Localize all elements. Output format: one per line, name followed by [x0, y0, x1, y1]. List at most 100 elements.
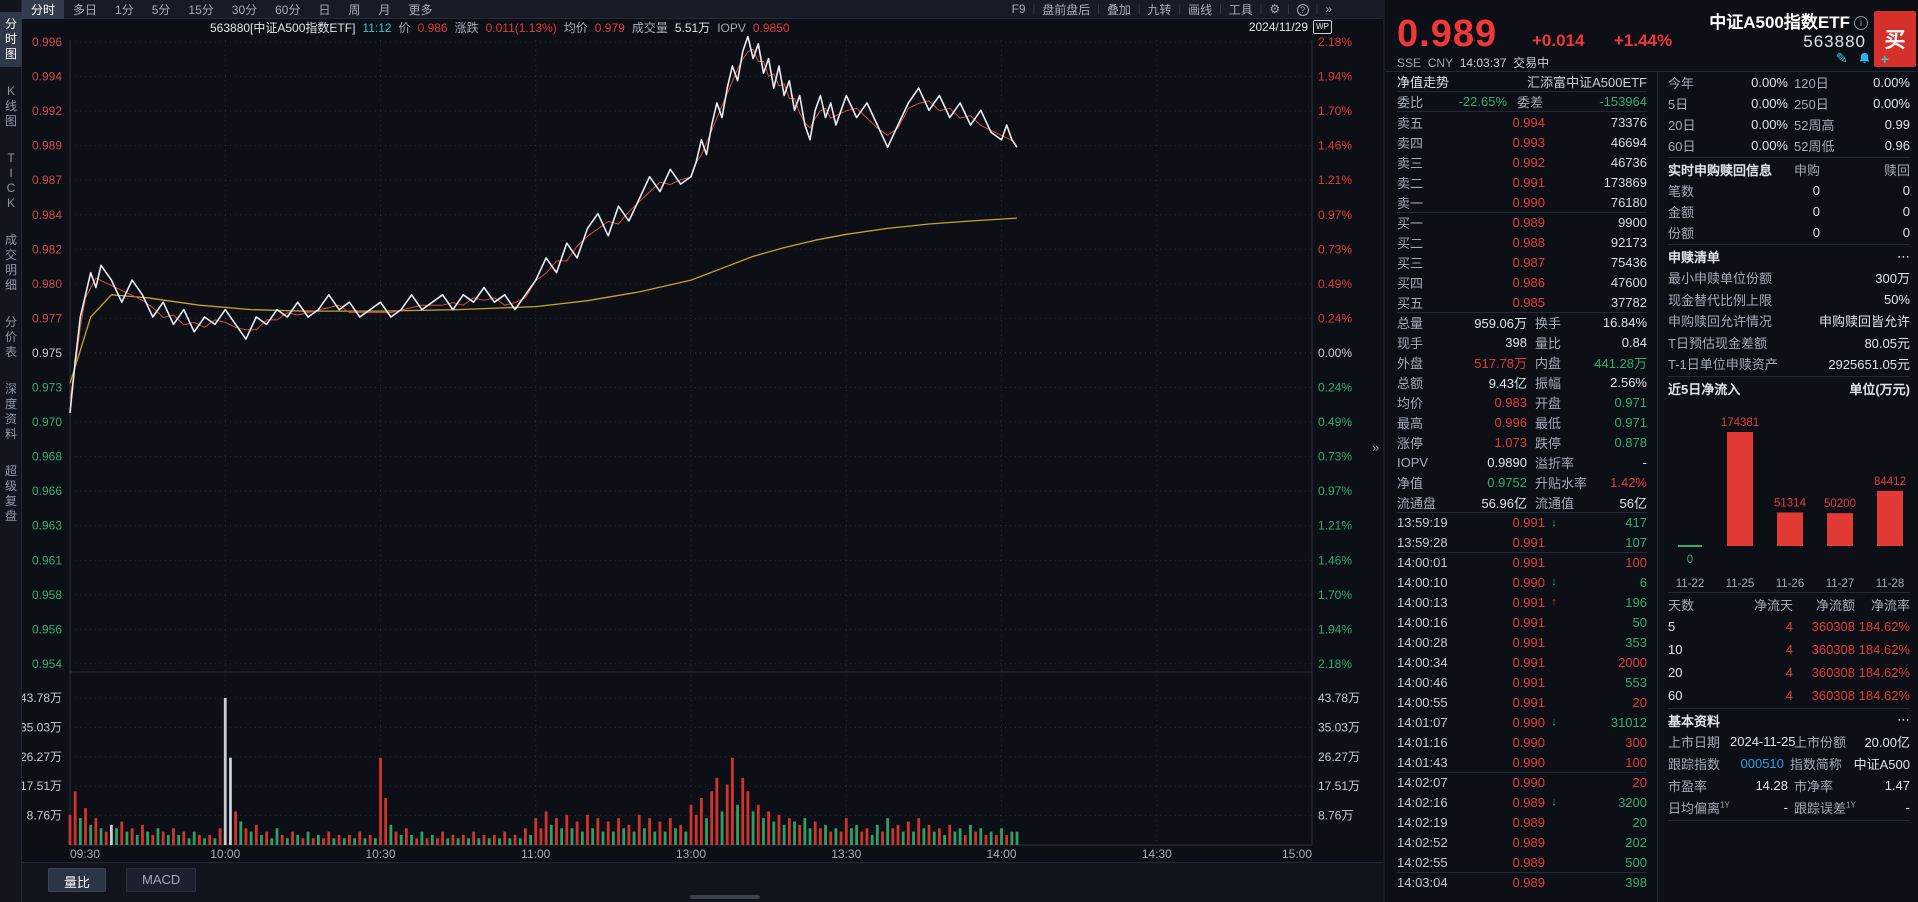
- volume-bar: [963, 834, 967, 845]
- tick-row[interactable]: 14:00:34 0.991 2000: [1397, 652, 1647, 672]
- return-period-row: 5日 0.00% 250日 0.00%: [1668, 93, 1910, 114]
- order-book-row[interactable]: 买四 0.986 47600: [1397, 272, 1647, 292]
- flow-net-rate: 184.62%: [1858, 641, 1910, 657]
- order-book-row[interactable]: 买三 0.987 75436: [1397, 252, 1647, 272]
- more-icon: ⋯: [1897, 248, 1910, 264]
- book-volume: 92173: [1610, 234, 1647, 250]
- basic-header[interactable]: 基本资料 ⋯: [1668, 710, 1910, 731]
- order-book-row[interactable]: 买一 0.989 9900: [1397, 212, 1647, 232]
- tick-row[interactable]: 14:01:07 0.990 ↓ 31012: [1397, 712, 1647, 732]
- tick-row[interactable]: 14:02:52 0.989 202: [1397, 832, 1647, 852]
- info-icon[interactable]: i: [1854, 16, 1868, 30]
- tick-row[interactable]: 14:00:10 0.990 ↓ 6: [1397, 572, 1647, 592]
- indicator-tab-MACD[interactable]: MACD: [126, 868, 197, 892]
- toolbar-tab-分时[interactable]: 分时: [22, 0, 65, 19]
- toolbar-tab-日[interactable]: 日: [318, 2, 331, 17]
- sidebar-item-char: 表: [4, 345, 17, 359]
- volume-bar: [782, 824, 786, 845]
- iopv-label: IOPV: [717, 20, 746, 35]
- tick-row[interactable]: 14:00:46 0.991 553: [1397, 672, 1647, 692]
- time-axis-label: 14:30: [1142, 847, 1172, 861]
- redeem-header[interactable]: 申赎清单 ⋯: [1668, 246, 1910, 267]
- nav-value-trend-row[interactable]: 净值走势 汇添富中证A500ETF: [1397, 72, 1647, 92]
- tick-row[interactable]: 13:59:19 0.991 ↓ 417: [1397, 512, 1647, 532]
- order-book-row[interactable]: 卖二 0.991 173869: [1397, 172, 1647, 192]
- tick-row[interactable]: 14:01:43 0.990 100: [1397, 752, 1647, 772]
- flow-table-row: 10 4 360308 184.62%: [1668, 638, 1910, 661]
- tick-row[interactable]: 13:59:28 0.991 107: [1397, 532, 1647, 552]
- tick-row[interactable]: 14:02:19 0.989 20: [1397, 812, 1647, 832]
- stat-label: 最低: [1535, 415, 1562, 431]
- tick-row[interactable]: 14:00:01 0.991 100: [1397, 552, 1647, 572]
- redeem-value: 申购赎回皆允许: [1818, 314, 1910, 330]
- sidebar-item-深度资料[interactable]: 深度资料: [0, 377, 22, 447]
- sidebar-item-分价表[interactable]: 分价表: [0, 310, 22, 365]
- stat-value: 0.971: [1614, 414, 1647, 430]
- tick-row[interactable]: 14:03:04 0.989 398: [1397, 872, 1647, 892]
- sidebar-item-成交明细[interactable]: 成交明细: [0, 228, 22, 298]
- toolbar-tab-60分[interactable]: 60分: [275, 2, 301, 17]
- toolbar-tab-5分[interactable]: 5分: [151, 2, 171, 17]
- toolbar-item-工具[interactable]: 工具: [1228, 2, 1253, 17]
- edit-icon[interactable]: ✎: [1836, 50, 1848, 66]
- alert-bell-icon[interactable]: [1858, 52, 1871, 65]
- tick-row[interactable]: 14:00:28 0.991 353: [1397, 632, 1647, 652]
- volume-bar: [637, 814, 641, 845]
- help-icon[interactable]: ?: [1290, 1, 1316, 17]
- order-book-row[interactable]: 卖四 0.993 46694: [1397, 132, 1647, 152]
- pct-axis-label: 0.97%: [1318, 208, 1352, 222]
- time-axis-label: 10:00: [210, 847, 240, 861]
- panel-collapse-handle[interactable]: »: [1372, 440, 1380, 455]
- toolbar-more-chevron[interactable]: »: [1325, 2, 1332, 16]
- scrollbar-thumb[interactable]: [690, 895, 760, 899]
- sidebar-item-超级复盘[interactable]: 超级复盘: [0, 459, 22, 529]
- stat-label: 总额: [1397, 375, 1424, 391]
- toolbar-tab-更多[interactable]: 更多: [408, 2, 433, 17]
- toolbar-item-F9[interactable]: F9: [1011, 2, 1026, 16]
- basic-label: 跟踪指数: [1668, 757, 1721, 772]
- order-book-row[interactable]: 买二 0.988 92173: [1397, 232, 1647, 252]
- toolbar-tab-15分[interactable]: 15分: [188, 2, 214, 17]
- volume-bar: [327, 831, 331, 845]
- tick-row[interactable]: 14:01:16 0.990 300: [1397, 732, 1647, 752]
- tick-row[interactable]: 14:02:55 0.989 500: [1397, 852, 1647, 872]
- order-book-row[interactable]: 卖五 0.994 73376: [1397, 112, 1647, 132]
- tick-row[interactable]: 14:00:16 0.991 50: [1397, 612, 1647, 632]
- order-book-row[interactable]: 买五 0.985 37782: [1397, 292, 1647, 312]
- volume-bar: [539, 828, 543, 845]
- sidebar-item-char: K: [6, 84, 15, 98]
- add-icon[interactable]: +: [1880, 50, 1889, 67]
- volume-bar: [73, 791, 77, 845]
- tick-row[interactable]: 14:00:13 0.991 ↑ 196: [1397, 592, 1647, 612]
- toolbar-item-叠加[interactable]: 叠加: [1106, 2, 1131, 17]
- tick-row[interactable]: 14:00:55 0.991 20: [1397, 692, 1647, 712]
- toolbar-tab-周[interactable]: 周: [348, 2, 361, 17]
- wp-icon[interactable]: WP: [1313, 20, 1332, 34]
- toolbar-tab-多日[interactable]: 多日: [73, 2, 98, 17]
- gear-icon[interactable]: ⚙: [1269, 2, 1281, 16]
- toolbar-separator: |: [1137, 3, 1141, 15]
- tick-row[interactable]: 14:02:16 0.989 ↓ 3200: [1397, 792, 1647, 812]
- tick-volume: 3200: [1618, 794, 1647, 810]
- order-book-row[interactable]: 卖三 0.992 46736: [1397, 152, 1647, 172]
- tick-row[interactable]: 14:02:07 0.990 20: [1397, 772, 1647, 792]
- sidebar-item-分时图[interactable]: 分时图: [0, 12, 22, 67]
- toolbar-tab-30分[interactable]: 30分: [231, 2, 258, 17]
- toolbar-item-盘前盘后[interactable]: 盘前盘后: [1042, 2, 1091, 17]
- flow-title: 近5日净流入: [1668, 381, 1741, 397]
- redeem-value: 50%: [1883, 291, 1910, 307]
- order-book-row[interactable]: 卖一 0.990 76180: [1397, 192, 1647, 212]
- indicator-tab-量比[interactable]: 量比: [48, 868, 107, 892]
- volume-bar: [860, 831, 864, 845]
- volume-bar: [762, 818, 765, 845]
- timeshare-chart[interactable]: 0.996 2.18% 0.994 1.94% 0.992 1.70% 0.989 1.46%…: [22, 36, 1383, 862]
- volume-bar: [632, 831, 636, 845]
- buy-button[interactable]: 买: [1874, 11, 1916, 67]
- tick-arrow-icon: ↓: [1551, 796, 1557, 808]
- toolbar-tab-月[interactable]: 月: [378, 2, 391, 17]
- toolbar-item-九转[interactable]: 九转: [1147, 2, 1172, 17]
- toolbar-tab-1分[interactable]: 1分: [115, 2, 134, 17]
- toolbar-item-画线[interactable]: 画线: [1188, 2, 1213, 17]
